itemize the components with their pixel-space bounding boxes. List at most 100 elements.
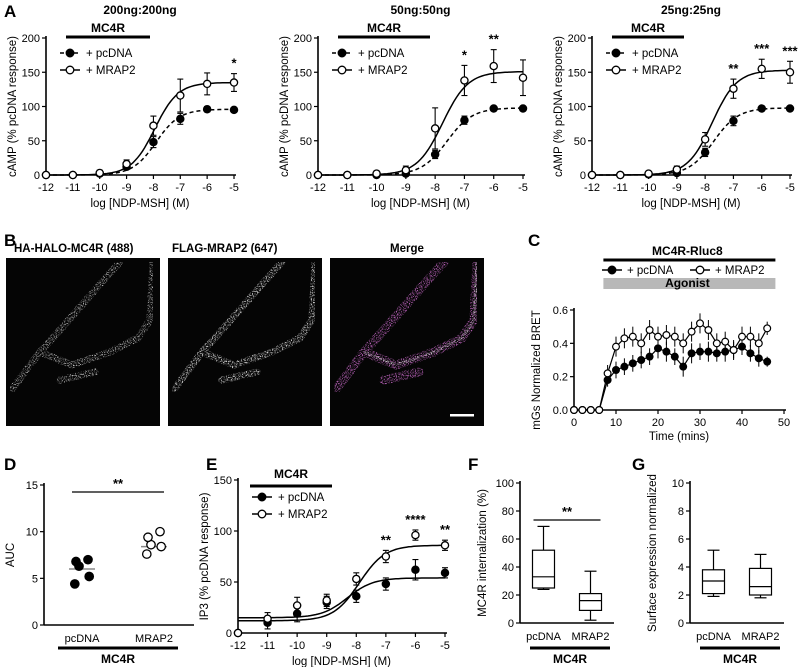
data-point-mrap2: [322, 596, 331, 605]
cell-outline-mrap2: [168, 258, 319, 396]
x-tick-label: 20: [652, 417, 664, 429]
x-tick-label: -8: [700, 182, 710, 194]
chart-bret-time: 0.0 0.2 0.4 0.6 0 10 20 30 40 50 Time (mins) mGs No…: [531, 244, 790, 443]
fit-curve-pcdna: [592, 107, 790, 176]
data-point-mrap2: [662, 331, 671, 340]
data-point-mrap2: [578, 406, 587, 415]
chart-title: 25ng:25ng: [661, 3, 721, 17]
y-tick-label: 50: [574, 136, 586, 148]
x-tick-label: -11: [613, 182, 628, 194]
legend-marker-mrap2: [257, 509, 267, 519]
y-tick-label: 150: [294, 67, 312, 79]
y-tick-label: 0.2: [553, 372, 568, 384]
x-tick-label: -7: [175, 182, 185, 194]
y-tick-label: 100: [568, 102, 586, 114]
data-point-pcdna: [620, 362, 629, 371]
legend-marker-mrap2: [611, 65, 621, 75]
data-point-pcdna: [754, 354, 763, 363]
chart-surface-expression: 0 2 4 6 8 10 Surface expression normalized pcDN…: [647, 474, 784, 666]
category-label-mrap2: MRAP2: [135, 633, 173, 645]
x-tick-label: -12: [584, 182, 600, 194]
construct-label: MC4R: [101, 652, 135, 666]
data-point-mrap2: [401, 165, 411, 175]
x-tick-label: 0: [571, 417, 577, 429]
data-point-mrap2: [595, 406, 604, 415]
y-tick-label: 100: [496, 478, 514, 490]
data-point-mrap2: [704, 326, 713, 335]
data-point-mrap2: [763, 324, 772, 333]
chart-title: 50ng:50ng: [390, 3, 450, 17]
construct-label: MC4R-Rluc8: [652, 244, 723, 258]
y-tick-label: 150: [22, 67, 40, 79]
significance-marker: ***: [754, 41, 770, 56]
significance-marker: **: [728, 61, 739, 76]
y-tick-label: 0: [678, 618, 684, 630]
construct-label: MC4R: [631, 21, 665, 35]
legend-marker-pcdna: [611, 48, 621, 58]
data-point-mrap2: [233, 628, 243, 638]
category-label-mrap2: MRAP2: [742, 631, 780, 643]
data-point-pcdna: [785, 104, 795, 113]
significance-marker: **: [489, 32, 500, 47]
y-tick-label: 100: [294, 102, 312, 114]
data-point-mrap2: [653, 332, 662, 341]
x-tick-label: -6: [202, 182, 212, 194]
construct-label: MC4R: [91, 21, 125, 35]
significance-marker: ***: [782, 43, 798, 58]
legend-marker-pcdna: [607, 265, 617, 275]
data-point-mrap2: [143, 532, 153, 543]
y-tick-label: 0.6: [553, 305, 568, 317]
y-tick-label: 0: [34, 170, 40, 182]
category-label-pcdna: pcDNA: [526, 631, 562, 643]
category-label-pcdna: pcDNA: [65, 633, 101, 645]
data-point-mrap2: [603, 369, 612, 378]
x-tick-label: -6: [489, 182, 499, 194]
y-tick-label: 50: [28, 136, 40, 148]
construct-label: MC4R: [367, 21, 401, 35]
data-point-pcdna: [430, 150, 440, 159]
data-point-mrap2: [411, 530, 420, 540]
y-axis-label: MC4R internalization (%): [477, 489, 489, 617]
y-tick-label: 80: [502, 506, 514, 518]
significance-marker: **: [562, 504, 573, 519]
y-axis-label: cAMP (% pcDNA response): [279, 36, 291, 177]
data-point-mrap2: [737, 332, 746, 341]
legend-label-mrap2: + MRAP2: [715, 265, 765, 277]
data-point-mrap2: [518, 73, 528, 82]
x-tick-label: -9: [672, 182, 682, 194]
y-axis-label: AUC: [5, 543, 17, 567]
x-axis-label: log [NDP-MSH] (M): [292, 656, 391, 667]
significance-marker: ****: [405, 512, 426, 527]
chart-cAMP-50ng: 0 50 100 150 200 -12 -11 -10 -9 -8 -7 -6 -5 log [NDP-…: [279, 3, 528, 210]
data-point-mrap2: [68, 170, 78, 180]
data-point-mrap2: [155, 526, 165, 537]
chart-cAMP-25ng: 0 50 100 150 200 -12 -11 -10 -9 -8 -7 -6 -5 log [NDP-…: [553, 3, 799, 210]
data-point-mrap2: [141, 549, 152, 559]
image-label-merge: Merge: [390, 243, 424, 255]
data-point-mrap2: [729, 346, 738, 355]
y-tick-label: 150: [214, 475, 232, 487]
y-tick-label: 0: [226, 628, 232, 640]
data-point-pcdna: [763, 357, 772, 366]
chart-auc: 0 5 10 15 AUC pcDNA MRAP2 ** MC4R: [5, 476, 194, 666]
data-point-pcdna: [757, 104, 766, 113]
x-tick-label: -9: [401, 182, 411, 194]
y-tick-label: 10: [672, 478, 684, 490]
scale-bar: [450, 414, 474, 417]
y-tick-label: 0: [32, 620, 38, 632]
y-axis-label: IP3 (% pcDNA response): [199, 492, 211, 620]
box-pcdna: [531, 549, 556, 589]
data-point-pcdna: [83, 554, 93, 565]
data-point-mrap2: [687, 327, 696, 336]
x-axis-label: log [NDP-MSH] (M): [371, 198, 470, 210]
agonist-label: Agonist: [665, 276, 710, 290]
significance-marker: **: [440, 522, 451, 537]
data-point-pcdna: [149, 137, 158, 147]
legend-label-mrap2: + MRAP2: [86, 65, 136, 77]
data-point-mrap2: [440, 541, 450, 550]
x-tick-label: 10: [610, 417, 622, 429]
y-tick-label: 200: [294, 33, 312, 45]
fit-curve-mrap2: [238, 544, 445, 622]
box-pcdna: [701, 569, 726, 595]
series-line-pcdna: [574, 346, 768, 411]
